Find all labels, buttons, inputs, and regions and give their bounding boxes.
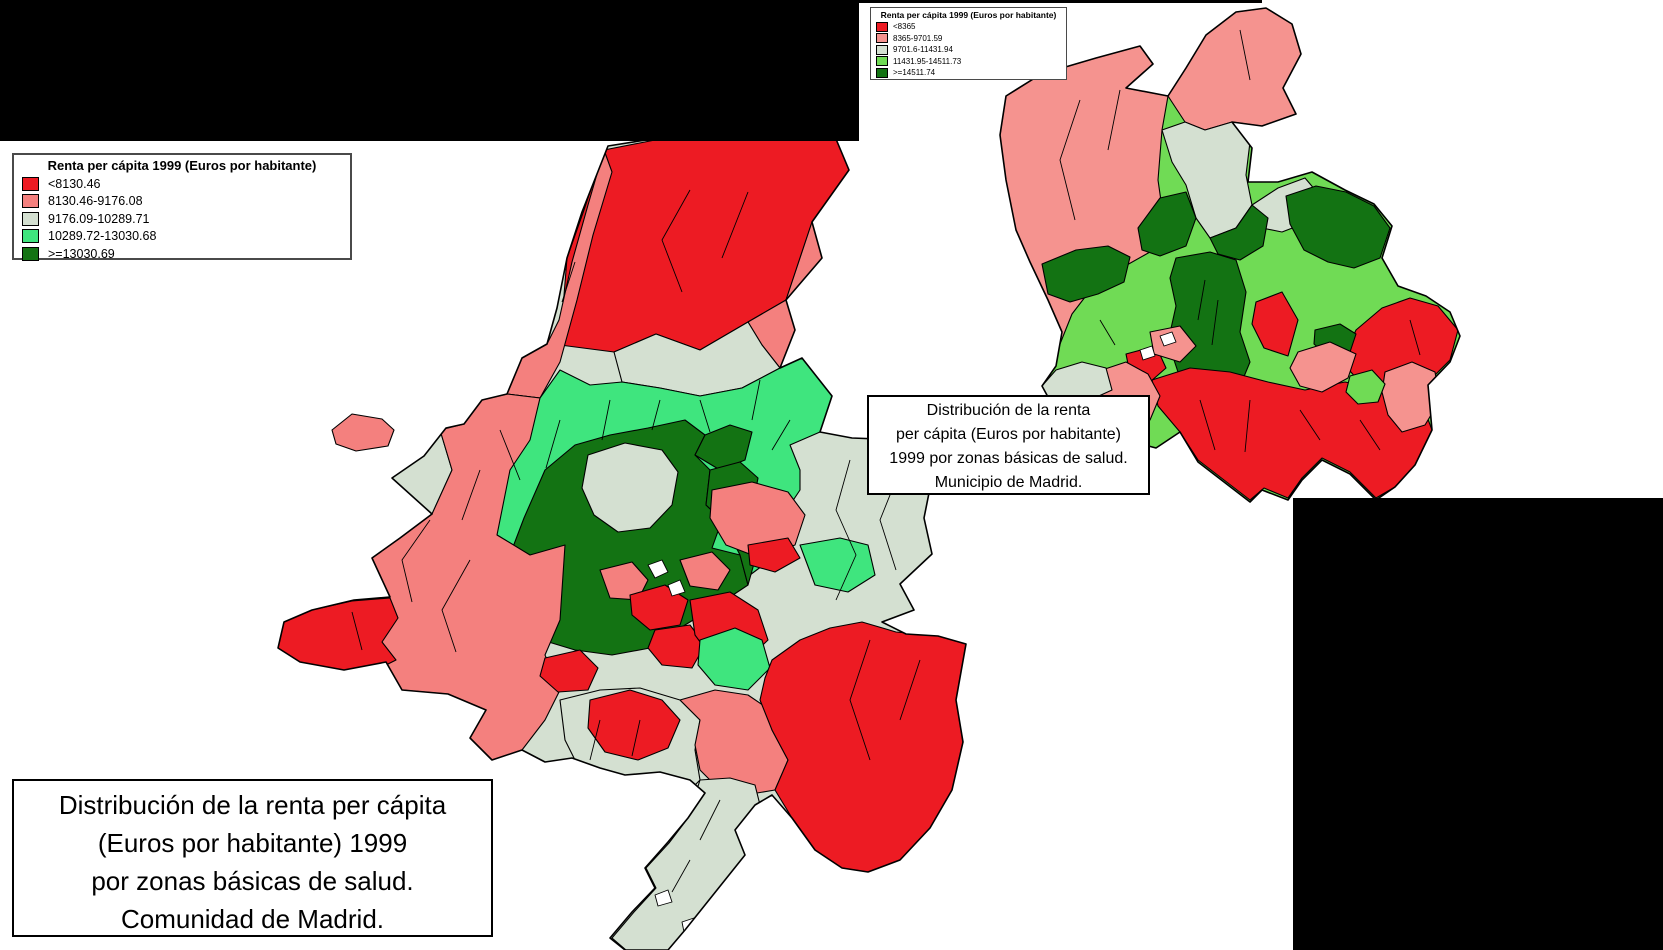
map-region: [679, 551, 731, 591]
legend-municipio: Renta per cápita 1999 (Euros por habitan…: [870, 7, 1067, 80]
map-region: [599, 561, 649, 601]
legend-swatch: [22, 176, 39, 191]
legend-swatch: [876, 67, 888, 78]
legend-item: 11431.95-14511.73: [875, 56, 1062, 68]
legend-item: 9176.09-10289.71: [20, 210, 344, 228]
legend-label: 10289.72-13030.68: [48, 229, 157, 244]
legend-swatch: [22, 246, 39, 261]
caption-line: Comunidad de Madrid.: [120, 904, 385, 934]
map-region: [1285, 185, 1391, 269]
legend-label: 11431.95-14511.73: [893, 56, 962, 66]
map-region: [1167, 8, 1302, 131]
map-region: [539, 649, 599, 693]
map-region: [331, 413, 395, 452]
map-region: [1251, 291, 1299, 357]
legend-swatch: [22, 211, 39, 226]
legend-label: <8365: [893, 22, 916, 32]
map-region: [1159, 331, 1177, 347]
legend-swatch: [22, 194, 39, 209]
map-region: [278, 393, 566, 761]
map-region: [697, 627, 771, 691]
legend-title: Renta per cápita 1999 (Euros por habitan…: [880, 10, 1057, 20]
legend-label: <8130.46: [48, 176, 101, 191]
map-region: [1137, 191, 1197, 257]
map-region: [587, 689, 681, 761]
legend-label: >=14511.74: [893, 68, 936, 78]
legend-label: >=13030.69: [48, 246, 115, 261]
caption-line: (Euros por habitante) 1999: [97, 828, 408, 858]
legend-item: <8365: [875, 21, 1062, 33]
zone-borders: [351, 189, 921, 893]
caption-line: per cápita (Euros por habitante): [895, 426, 1121, 443]
map-region: [647, 624, 706, 669]
redaction-strip-top: [0, 0, 1262, 3]
map-region: [759, 621, 966, 873]
legend-swatch: [22, 229, 39, 244]
caption-line: 1999 por zonas básicas de salud.: [889, 450, 1128, 467]
legend-swatch: [876, 21, 888, 32]
map-region: [667, 579, 686, 597]
map-region: [1381, 361, 1441, 433]
legend-item: 8130.46-9176.08: [20, 193, 344, 211]
map-region: [654, 889, 673, 907]
map-region: [581, 442, 679, 533]
zone-borders: [1059, 29, 1421, 453]
legend-label: 9176.09-10289.71: [48, 211, 150, 226]
legend-item: >=14511.74: [875, 67, 1062, 79]
legend-item: 8365-9701.59: [875, 33, 1062, 45]
map-region: [1139, 345, 1156, 361]
legend-item: 9701.6-11431.94: [875, 44, 1062, 56]
map-region: [647, 559, 669, 579]
legend-item: <8130.46: [20, 175, 344, 193]
caption-line: Distribución de la renta: [926, 402, 1091, 419]
caption-line: por zonas básicas de salud.: [91, 866, 414, 896]
map-region: [1041, 245, 1131, 303]
legend-item: >=13030.69: [20, 245, 344, 263]
map-region: [799, 537, 876, 593]
legend-swatch: [876, 44, 888, 55]
legend-swatch: [876, 33, 888, 44]
map-region: [1209, 204, 1269, 261]
map-region: [747, 537, 801, 573]
caption-line: Distribución de la renta per cápita: [58, 790, 447, 820]
map-caption-comunidad: Distribución de la renta per cápita (Eur…: [12, 779, 493, 937]
map-region: [629, 584, 689, 631]
legend-label: 9701.6-11431.94: [893, 45, 953, 55]
map-region: [278, 597, 399, 673]
legend-swatch: [876, 56, 888, 67]
map-caption-municipio: Distribución de la renta per cápita (Eur…: [867, 395, 1150, 495]
redaction-block-bottom-right: [1293, 498, 1663, 950]
redaction-block-top-left: [0, 0, 859, 141]
legend-label: 8130.46-9176.08: [48, 194, 143, 209]
map-region: [694, 424, 753, 471]
legend-title: Renta per cápita 1999 (Euros por habitan…: [47, 158, 317, 173]
map-region: [1345, 369, 1386, 405]
caption-line: Municipio de Madrid.: [934, 474, 1083, 491]
legend-item: 10289.72-13030.68: [20, 228, 344, 246]
legend-label: 8365-9701.59: [893, 33, 943, 43]
legend-comunidad: Renta per cápita 1999 (Euros por habitan…: [12, 153, 352, 263]
map-region: [1289, 341, 1357, 393]
